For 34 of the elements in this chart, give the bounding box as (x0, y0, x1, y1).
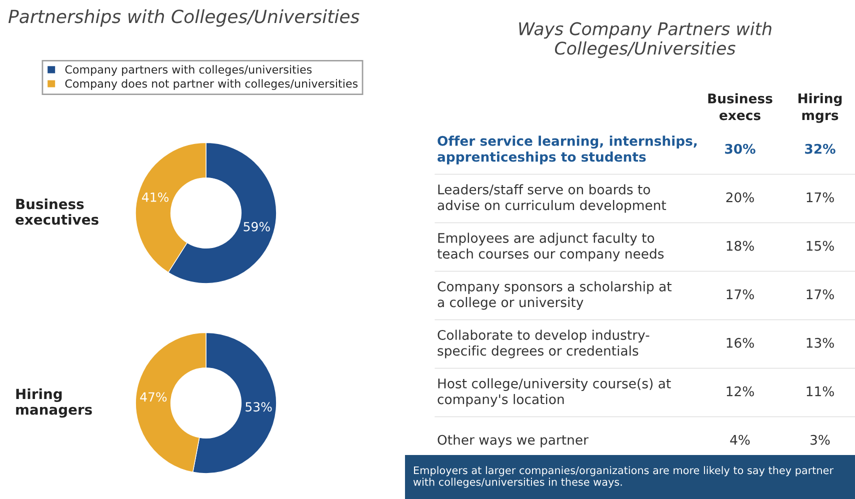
data-label: 32% (805, 144, 836, 154)
data-label: 18% (726, 240, 754, 251)
data-label: 47% (140, 392, 167, 402)
data-label: 16% (726, 338, 754, 348)
data-label: 17% (726, 289, 754, 300)
text: Ways Company Partners with Colleges/Universities (519, 22, 772, 58)
data-label: 13% (806, 338, 834, 348)
legend-label: Business execs (708, 93, 772, 120)
legend-label: Company partners with colleges/universities (65, 65, 312, 76)
category-label: Host college/university course(s) at company's location (438, 378, 671, 407)
text: Hiring managers (16, 388, 92, 418)
data-label: 30% (725, 144, 756, 154)
data-label: 12% (726, 386, 754, 396)
data-label: 3% (810, 434, 830, 445)
category-label: Other ways we partner (438, 434, 588, 448)
data-label: 53% (246, 402, 272, 412)
category-label: Collaborate to develop industry- specific degrees or credentials (438, 330, 650, 358)
text: Business executives (16, 198, 98, 225)
data-label: 59% (244, 222, 270, 232)
category-label: Leaders/staff serve on boards to advise on curriculum development (438, 184, 666, 213)
data-label: 15% (806, 240, 834, 251)
data-label: 41% (142, 192, 168, 202)
category-label: Offer service learning, internships, apprenticeships to students (438, 136, 697, 164)
data-label: 20% (726, 192, 754, 202)
data-label: 17% (806, 192, 834, 202)
text: Employers at larger companies/organizations are more likely to say they partner with colleges/universities in these ways. (413, 466, 834, 488)
data-label: 4% (730, 434, 750, 445)
chart-title: Partnerships with Colleges/Universities (8, 9, 360, 27)
data-label: 11% (806, 386, 834, 396)
category-label: Company sponsors a scholarship at a college or university (438, 281, 672, 310)
legend-label: Hiring mgrs (798, 93, 842, 123)
legend-label: Company does not partner with colleges/universities (65, 79, 358, 90)
category-label: Employees are adjunct faculty to teach courses our company needs (437, 232, 664, 262)
data-label: 17% (806, 289, 834, 300)
